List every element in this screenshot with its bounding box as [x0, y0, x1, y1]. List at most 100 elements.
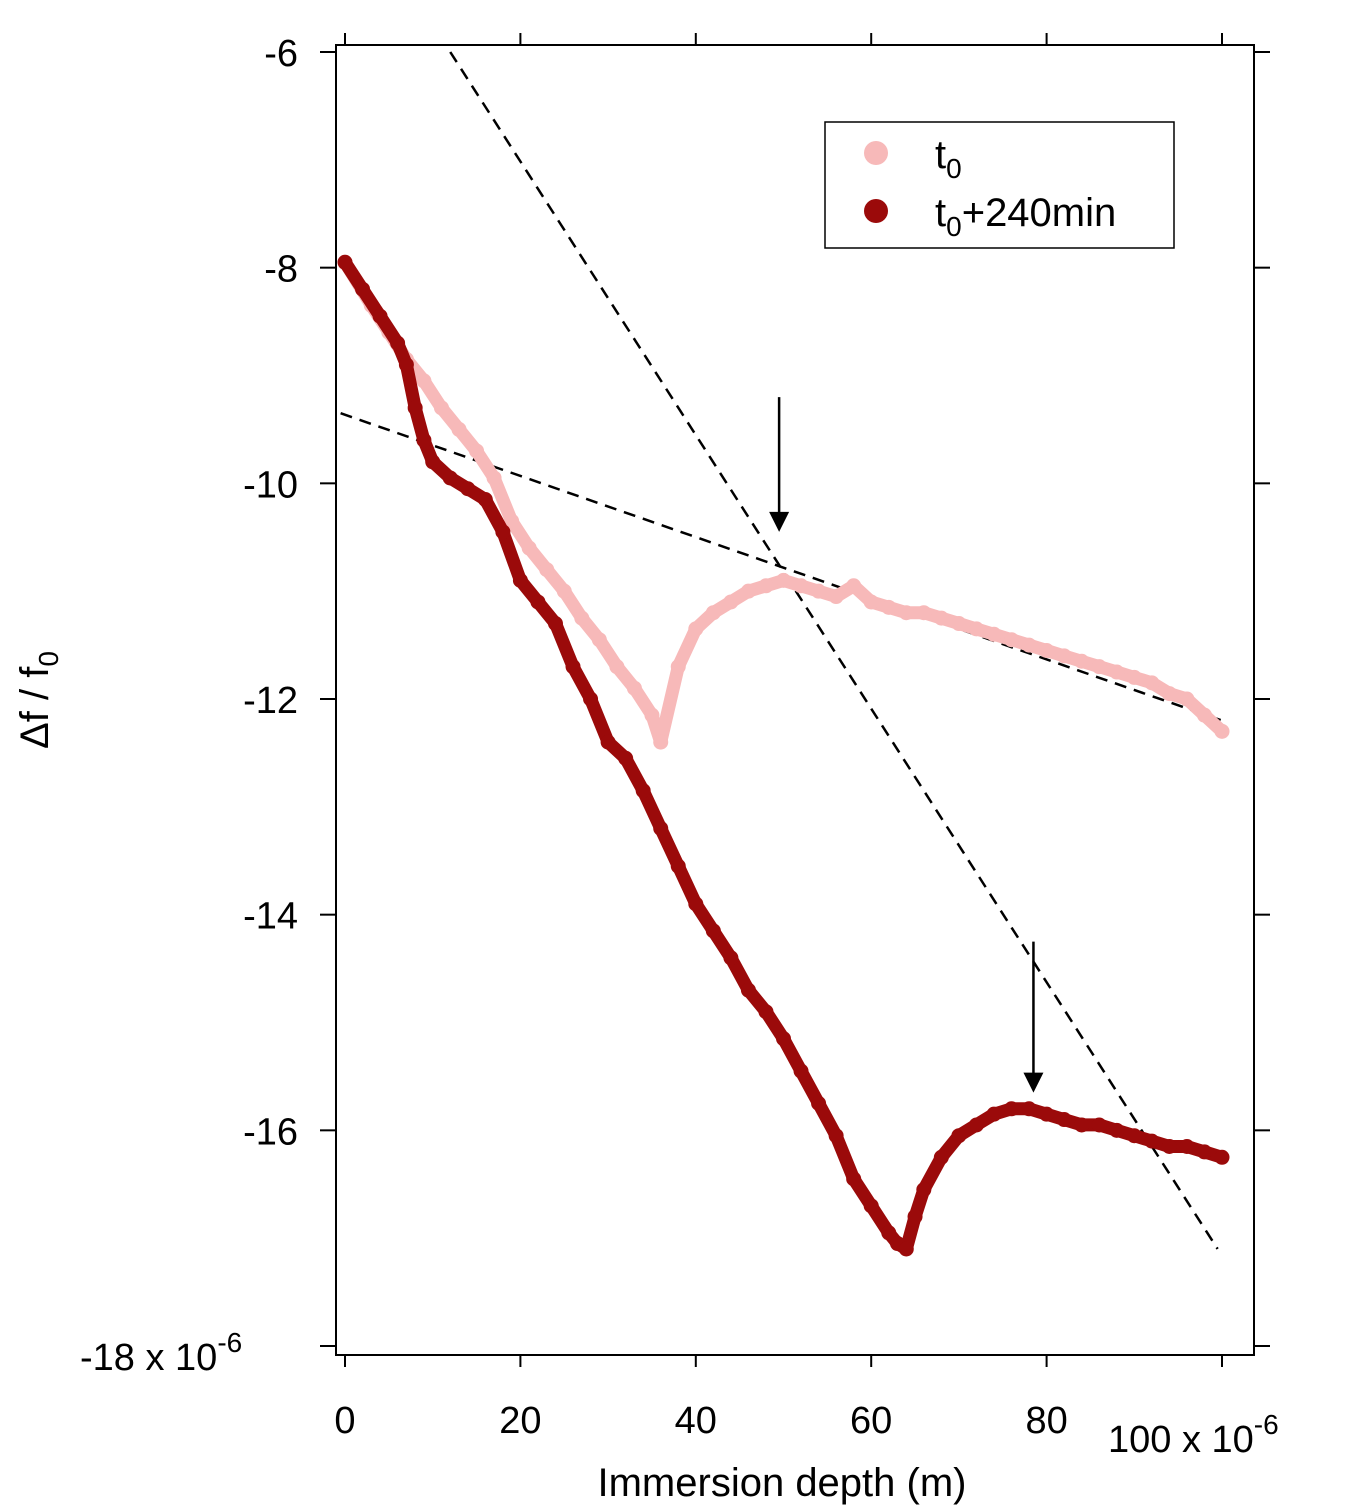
data-point — [740, 583, 756, 599]
axis-ticks: 0 20 40 60 80 -6 -8 -10 -12 -14 -16 — [243, 33, 1270, 1442]
data-point — [740, 982, 756, 998]
data-point — [863, 1198, 879, 1214]
data-point — [504, 513, 520, 529]
data-point — [547, 616, 563, 632]
data-point — [416, 432, 432, 448]
data-point — [1179, 1139, 1195, 1155]
data-point — [477, 492, 493, 508]
data-point — [758, 578, 774, 594]
data-point — [600, 734, 616, 750]
data-point — [1056, 648, 1072, 664]
data-point — [670, 659, 686, 675]
data-point — [1074, 1117, 1090, 1133]
data-point — [609, 659, 625, 675]
data-point — [1196, 1144, 1212, 1160]
fit-line-0 — [340, 412, 1223, 722]
data-point — [811, 583, 827, 599]
arrow-head-1 — [1023, 1072, 1044, 1093]
legend-label-t0-240min: t0+240min — [935, 191, 1116, 242]
data-point — [556, 583, 572, 599]
data-point — [521, 540, 537, 556]
series-group — [337, 254, 1230, 1257]
data-point — [1021, 1101, 1037, 1117]
data-point — [355, 281, 371, 297]
data-point — [1109, 664, 1125, 680]
data-point — [442, 470, 458, 486]
data-point — [1091, 1117, 1107, 1133]
series-line-1 — [338, 255, 1229, 1256]
data-point — [907, 1209, 923, 1225]
x-tick-label-0: 0 — [334, 1400, 355, 1442]
data-point — [881, 599, 897, 615]
data-point — [986, 626, 1002, 642]
data-point — [986, 1106, 1002, 1122]
data-point — [1126, 1128, 1142, 1144]
data-point — [1004, 632, 1020, 648]
data-point — [390, 335, 406, 351]
annotation-arrows — [769, 397, 1044, 1093]
data-point — [793, 1063, 809, 1079]
legend: t0 t0+240min — [824, 121, 1175, 249]
x-axis-title: Immersion depth (m) — [598, 1461, 967, 1505]
data-point — [916, 1182, 932, 1198]
x-tick-label-40: 40 — [675, 1400, 717, 1442]
data-point — [1161, 1139, 1177, 1155]
y-tick-label--6: -6 — [264, 33, 298, 75]
legend-marker-t0-240min — [864, 199, 888, 223]
legend-label-t0: t0 — [935, 133, 962, 184]
data-point — [416, 373, 432, 389]
x-axis-multiplier: 100 x 10-6 — [1108, 1409, 1279, 1461]
data-point — [1039, 642, 1055, 658]
y-tick-label--10: -10 — [243, 464, 298, 506]
data-point — [898, 605, 914, 621]
data-point — [846, 1171, 862, 1187]
data-point — [916, 605, 932, 621]
data-point — [811, 1095, 827, 1111]
data-point — [495, 524, 511, 540]
x-tick-label-60: 60 — [850, 1400, 892, 1442]
data-point — [758, 1004, 774, 1020]
y-axis-multiplier: -18 x 10-6 — [80, 1327, 242, 1379]
data-point — [626, 680, 642, 696]
data-point — [1144, 1133, 1160, 1149]
legend-marker-t0 — [864, 141, 888, 165]
x-tick-label-20: 20 — [499, 1400, 541, 1442]
data-point — [565, 659, 581, 675]
data-point — [1214, 723, 1230, 739]
data-point — [644, 707, 660, 723]
data-point — [828, 1128, 844, 1144]
data-point — [1179, 691, 1195, 707]
data-point — [1021, 637, 1037, 653]
y-tick-label--14: -14 — [243, 896, 298, 938]
data-point — [433, 400, 449, 416]
data-point — [1109, 1122, 1125, 1138]
data-point — [793, 578, 809, 594]
data-point — [1196, 707, 1212, 723]
data-point — [951, 1128, 967, 1144]
data-point — [723, 950, 739, 966]
data-point — [653, 734, 669, 750]
y-axis-title: Δf / f0 — [13, 651, 64, 749]
data-point — [933, 610, 949, 626]
fit-line-1 — [449, 51, 1219, 1250]
data-point — [705, 605, 721, 621]
data-point — [881, 1225, 897, 1241]
data-point — [898, 1241, 914, 1257]
data-point — [1056, 1112, 1072, 1128]
data-point — [539, 562, 555, 578]
data-point — [1039, 1106, 1055, 1122]
data-point — [705, 923, 721, 939]
data-point — [460, 481, 476, 497]
data-point — [530, 594, 546, 610]
data-point — [846, 578, 862, 594]
data-point — [670, 858, 686, 874]
y-tick-label--8: -8 — [264, 249, 298, 291]
data-point — [337, 254, 353, 270]
data-point — [951, 616, 967, 632]
data-point — [688, 621, 704, 637]
data-point — [398, 357, 414, 373]
data-point — [653, 820, 669, 836]
arrow-head-0 — [769, 511, 790, 532]
y-tick-label--16: -16 — [243, 1111, 298, 1153]
